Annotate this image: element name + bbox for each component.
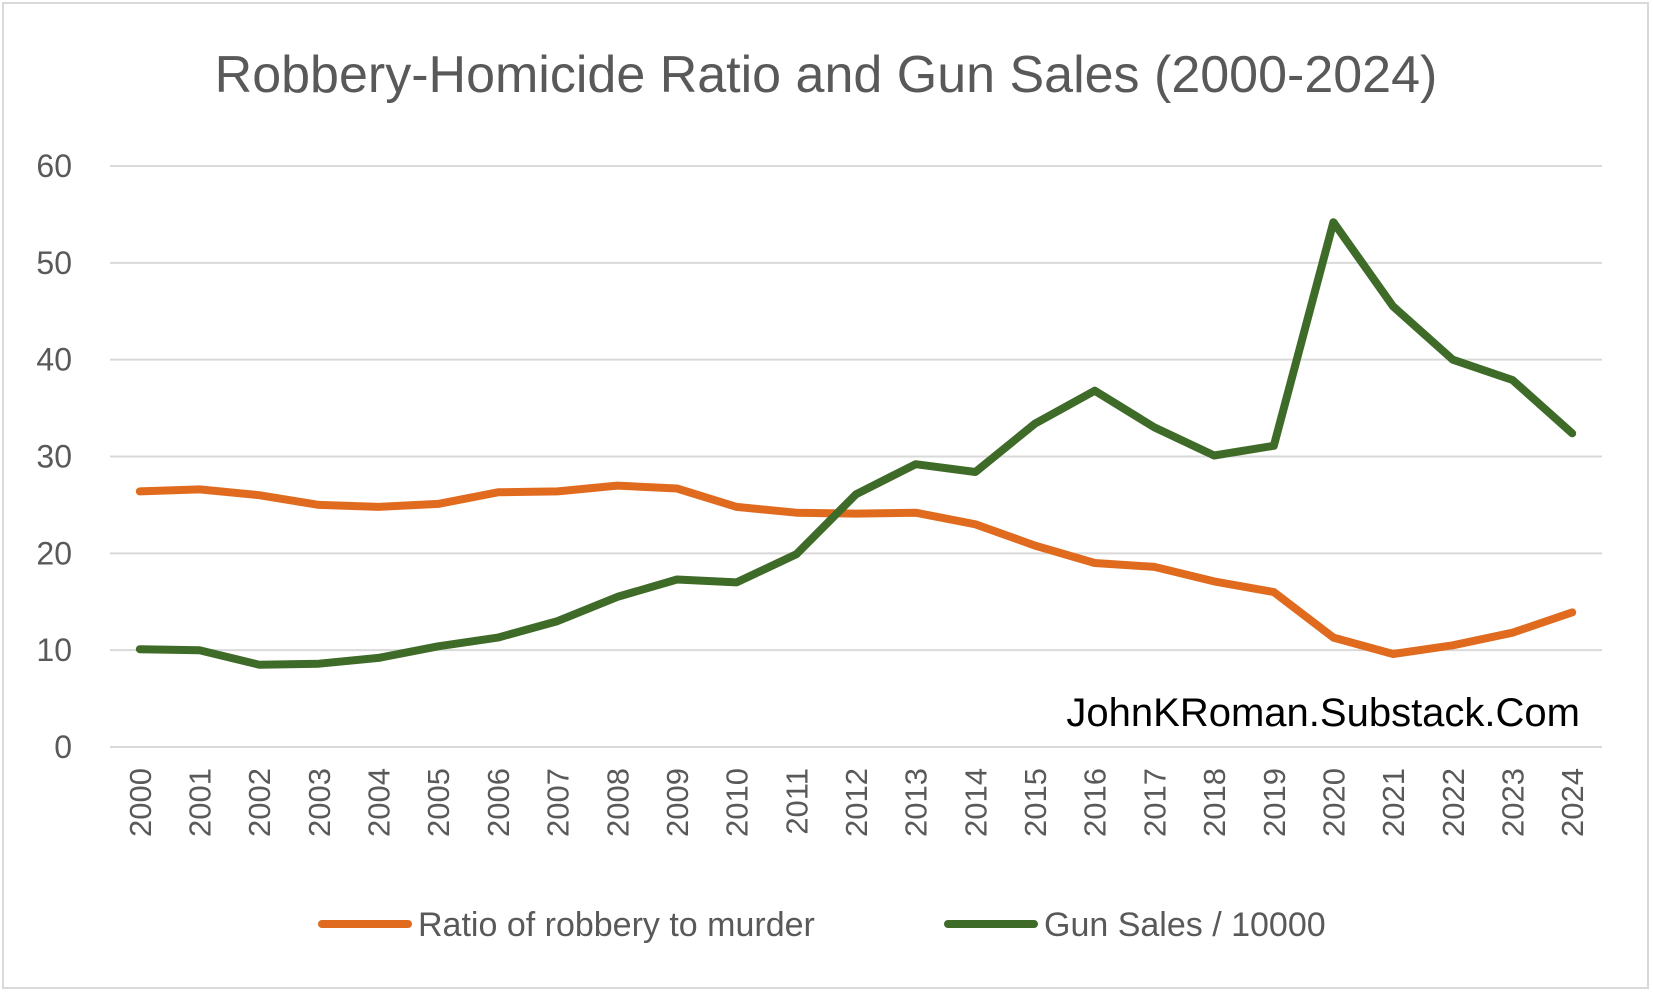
legend-label-0: Ratio of robbery to murder	[418, 906, 815, 944]
y-tick-label: 0	[54, 729, 72, 765]
y-tick-label: 60	[36, 148, 72, 184]
x-tick-label: 2018	[1197, 768, 1232, 837]
x-tick-label: 2007	[541, 768, 576, 837]
x-tick-label: 2021	[1376, 768, 1411, 837]
y-axis-ticks: 0 10 20 30 40 50 60	[36, 148, 72, 765]
x-tick-label: 2017	[1137, 768, 1172, 837]
x-tick-label: 2008	[600, 768, 635, 837]
x-tick-label: 2006	[481, 768, 516, 837]
x-tick-label: 2009	[660, 768, 695, 837]
x-tick-label: 2023	[1495, 768, 1530, 837]
x-tick-label: 2001	[183, 768, 218, 837]
x-tick-label: 2000	[123, 768, 158, 837]
chart-title: Robbery-Homicide Ratio and Gun Sales (20…	[215, 46, 1438, 104]
x-tick-label: 2012	[839, 768, 874, 837]
x-tick-label: 2016	[1078, 768, 1113, 837]
x-tick-label: 2005	[421, 768, 456, 837]
x-tick-label: 2004	[362, 768, 397, 837]
x-tick-label: 2022	[1436, 768, 1471, 837]
x-tick-label: 2019	[1257, 768, 1292, 837]
legend-label-1: Gun Sales / 10000	[1044, 906, 1326, 944]
x-tick-label: 2011	[779, 768, 814, 835]
y-tick-label: 50	[36, 245, 72, 281]
gridlines	[110, 165, 1602, 748]
series-line-1	[135, 218, 1577, 669]
series-lines	[135, 218, 1577, 669]
x-tick-label: 2013	[899, 768, 934, 837]
x-tick-label: 2024	[1555, 768, 1590, 837]
legend: Ratio of robbery to murder Gun Sales / 10…	[318, 906, 1326, 944]
x-tick-label: 2014	[958, 768, 993, 837]
x-tick-label: 2003	[302, 768, 337, 837]
watermark-annotation: JohnKRoman.Substack.Com	[1066, 691, 1580, 735]
x-tick-label: 2010	[720, 768, 755, 837]
x-tick-label: 2002	[242, 768, 277, 837]
x-axis-ticks: 2000 2001 2002 2003 2004 2005 2006 2007 2008 2009…	[123, 768, 1590, 837]
y-tick-label: 30	[36, 439, 72, 475]
y-tick-label: 20	[36, 535, 72, 571]
x-tick-label: 2015	[1018, 768, 1053, 837]
y-tick-label: 40	[36, 342, 72, 378]
series-line-0	[135, 481, 1577, 658]
y-tick-label: 10	[36, 632, 72, 668]
x-tick-label: 2020	[1316, 768, 1351, 837]
